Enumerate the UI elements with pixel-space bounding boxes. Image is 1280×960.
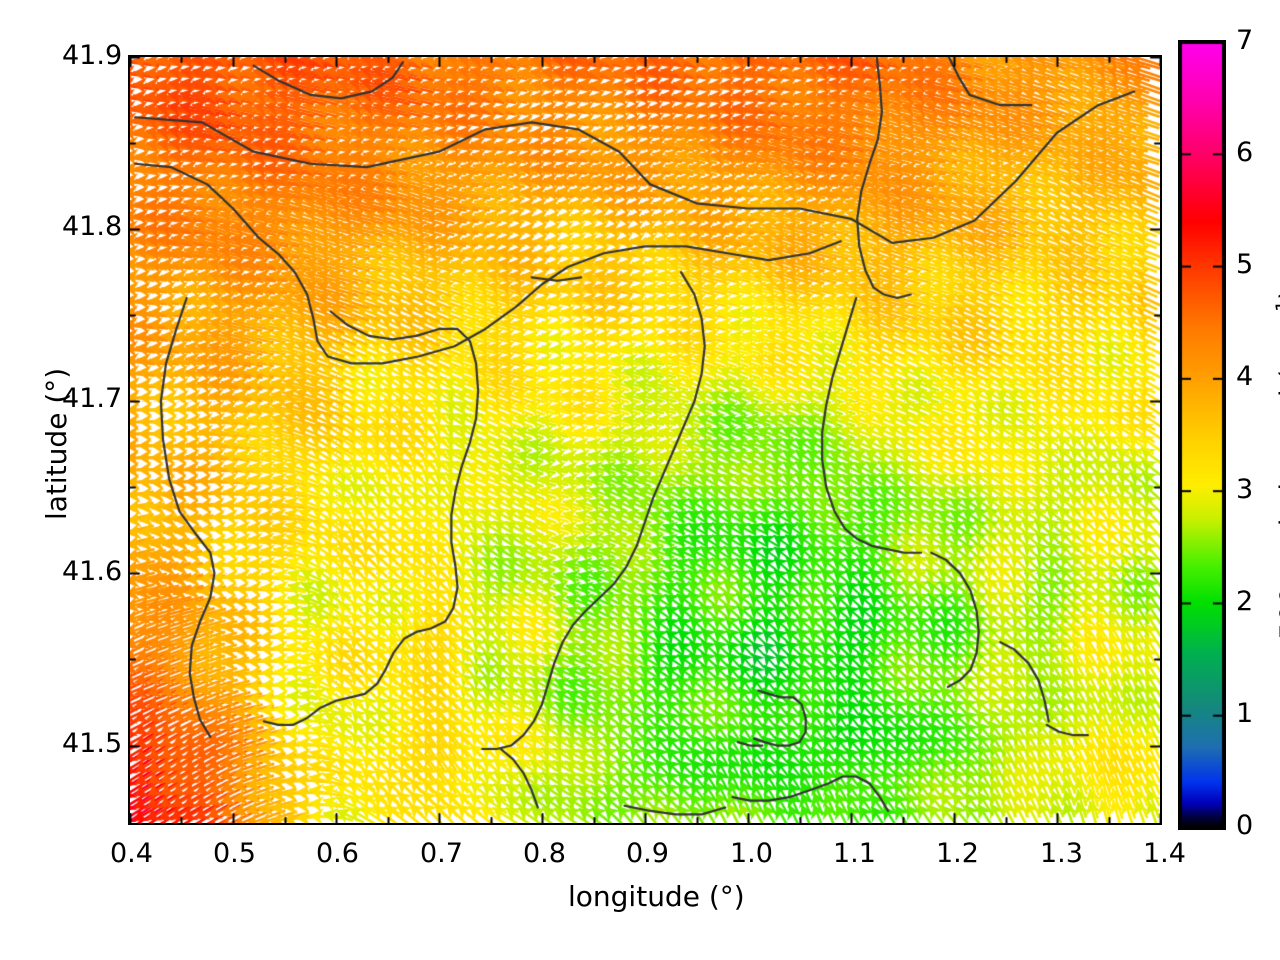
cbtick-3: 3: [1236, 474, 1254, 505]
xtick-1.3: 1.3: [1040, 838, 1083, 869]
vector-field-plot: [128, 55, 1162, 825]
cbtick-0: 0: [1236, 810, 1254, 841]
wind-vector-canvas: [130, 57, 1160, 823]
xtick-0.5: 0.5: [213, 838, 256, 869]
ytick-41.6: 41.6: [62, 556, 123, 587]
colorbar-title: 500m-wind speed (m s-1): [1272, 289, 1280, 640]
ytick-41.8: 41.8: [62, 211, 123, 242]
cbtick-2: 2: [1236, 586, 1254, 617]
colorbar: [1178, 40, 1226, 830]
cbtick-4: 4: [1236, 361, 1254, 392]
cbtick-7: 7: [1236, 25, 1254, 56]
xtick-1.2: 1.2: [936, 838, 979, 869]
cbtick-5: 5: [1236, 249, 1254, 280]
xtick-1.4: 1.4: [1143, 838, 1186, 869]
ytick-41.9: 41.9: [62, 40, 123, 71]
xtick-1.1: 1.1: [833, 838, 876, 869]
ytick-41.7: 41.7: [62, 383, 123, 414]
x-axis-title: longitude (°): [568, 880, 745, 913]
cbtick-6: 6: [1236, 137, 1254, 168]
colorbar-title-exponent: -1: [1272, 299, 1280, 319]
colorbar-title-base: 500m-wind speed (m s: [1273, 319, 1280, 640]
cbtick-1: 1: [1236, 698, 1254, 729]
xtick-0.9: 0.9: [626, 838, 669, 869]
ytick-41.5: 41.5: [62, 728, 123, 759]
colorbar-title-tail: ): [1273, 289, 1280, 300]
xtick-0.6: 0.6: [316, 838, 359, 869]
y-axis-title: latitude (°): [40, 367, 73, 520]
xtick-0.7: 0.7: [420, 838, 463, 869]
xtick-0.4: 0.4: [110, 838, 153, 869]
xtick-0.8: 0.8: [523, 838, 566, 869]
xtick-1.0: 1.0: [730, 838, 773, 869]
colorbar-gradient: [1178, 40, 1226, 830]
